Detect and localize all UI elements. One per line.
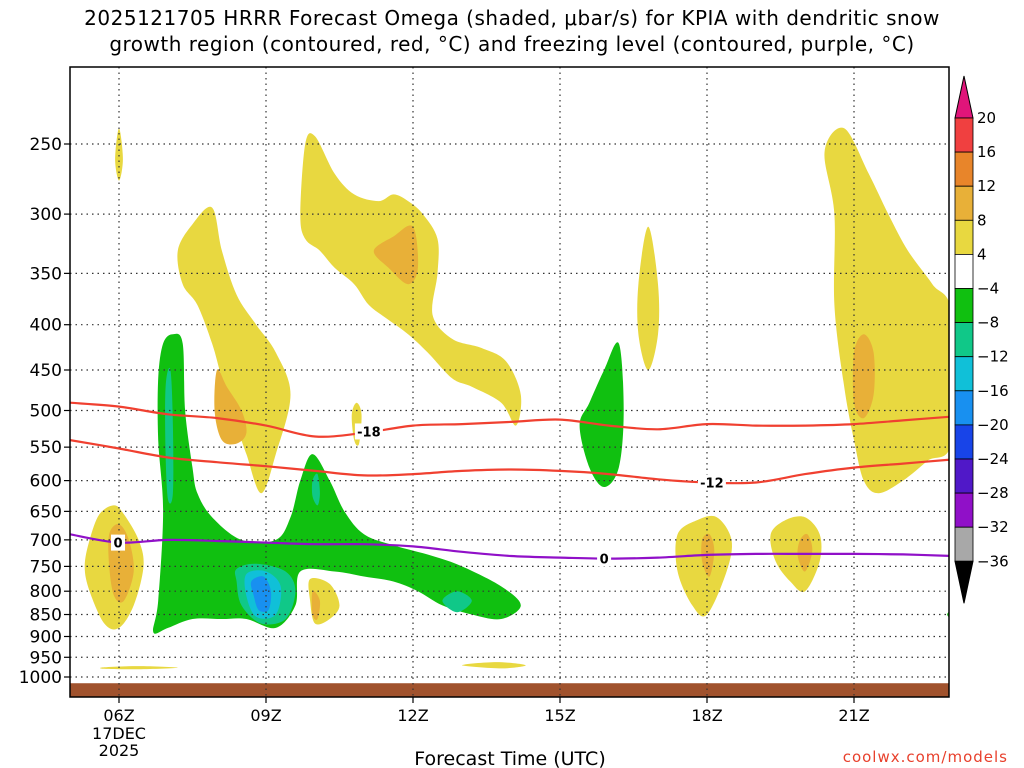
y-tick-label-600: 600 — [30, 472, 62, 492]
x-tick-sublabel-6-0: 17DEC — [92, 724, 146, 743]
y-tick-label-300: 300 — [30, 205, 62, 225]
omega-yellow-k — [100, 666, 178, 670]
omega-yellow-f — [824, 127, 949, 494]
colorbar-label-0: 20 — [977, 109, 996, 127]
x-tick-label-9: 09Z — [250, 706, 281, 725]
colorbar-label-10: −24 — [977, 450, 1009, 468]
y-tick-label-650: 650 — [30, 502, 62, 522]
x-tick-label-15: 15Z — [544, 706, 575, 725]
colorbar-label-11: −28 — [977, 484, 1009, 502]
omega-yellow-b — [177, 206, 291, 494]
contour-freezing-label-bg-1 — [111, 534, 126, 551]
colorbar: 20 16 12 8 4 −4 −8 −12 −16 −20 −24 −28 −32 −36 — [954, 75, 1009, 604]
colorbar-label-9: −20 — [977, 416, 1009, 434]
x-tick-label-12: 12Z — [397, 706, 428, 725]
omega-orange-b — [214, 369, 247, 445]
colorbar-label-3: 8 — [977, 211, 987, 229]
contour-minus12-line — [70, 439, 949, 485]
contours: -18 -12 0 0 — [70, 401, 949, 568]
colorbar-label-5: −4 — [977, 280, 999, 298]
colorbar-label-13: −36 — [977, 552, 1009, 570]
contour-freezing-label-bg-2 — [597, 550, 612, 567]
omega-teal-d — [311, 473, 320, 506]
y-tick-label-450: 450 — [30, 361, 62, 381]
omega-yellow-l — [461, 662, 526, 669]
colorbar-segment-13 — [954, 526, 974, 562]
y-tick-label-550: 550 — [30, 438, 62, 458]
colorbar-segment-10 — [954, 424, 974, 460]
chart-title-line2: growth region (contoured, red, °C) and f… — [109, 32, 915, 56]
colorbar-segment-9 — [954, 390, 974, 426]
y-tick-label-250: 250 — [30, 135, 62, 155]
colorbar-segment-4 — [954, 219, 974, 255]
x-tick-label-6: 06Z — [103, 706, 134, 725]
colorbar-segment-8 — [954, 356, 974, 392]
y-tick-label-1000: 1000 — [19, 668, 62, 688]
y-axis: 2503003504004505005506006507007508008509… — [19, 135, 70, 688]
colorbar-label-4: 4 — [977, 245, 987, 263]
y-tick-label-950: 950 — [30, 648, 62, 668]
contour-minus18-line — [70, 401, 949, 438]
contour-minus12-label: -12 — [700, 477, 724, 492]
omega-orange-j — [311, 590, 321, 620]
x-tick-sublabel-6-1: 2025 — [99, 741, 140, 760]
colorbar-label-7: −12 — [977, 348, 1009, 366]
contour-minus18-label: -18 — [357, 425, 381, 440]
y-tick-label-900: 900 — [30, 627, 62, 647]
colorbar-label-12: −32 — [977, 518, 1009, 536]
omega-orange-c — [373, 225, 419, 285]
contour-freezing-line — [70, 533, 949, 560]
omega-orange-i — [797, 533, 813, 572]
x-tick-label-21: 21Z — [838, 706, 869, 725]
colorbar-segment-1 — [954, 117, 974, 153]
x-tick-label-18: 18Z — [691, 706, 722, 725]
y-tick-label-350: 350 — [30, 264, 62, 284]
y-tick-label-850: 850 — [30, 606, 62, 626]
y-tick-label-750: 750 — [30, 557, 62, 577]
omega-teal-b — [442, 591, 472, 613]
colorbar-segment-6 — [954, 288, 974, 323]
colorbar-label-2: 12 — [977, 177, 996, 195]
omega-green-b — [579, 342, 624, 487]
contour-freezing-label-2: 0 — [600, 553, 609, 568]
y-tick-label-700: 700 — [30, 531, 62, 551]
colorbar-bottom-arrow — [954, 560, 974, 604]
omega-green-c — [947, 611, 949, 618]
y-tick-label-800: 800 — [30, 582, 62, 602]
ground-layer — [70, 683, 949, 697]
gridlines — [70, 67, 949, 697]
ground-fill — [70, 683, 949, 697]
plot-frame — [69, 66, 950, 698]
omega-teal-c — [165, 367, 174, 504]
omega-yellow-e — [637, 226, 660, 370]
contour-minus12-label-bg — [697, 474, 726, 491]
omega-green-main — [152, 333, 521, 634]
credit-text: coolwx.com/models — [842, 748, 1008, 766]
omega-shading — [84, 127, 949, 670]
colorbar-label-1: 16 — [977, 143, 996, 161]
colorbar-segment-11 — [954, 458, 974, 494]
colorbar-top-arrow — [954, 75, 974, 119]
omega-orange-f — [852, 334, 875, 419]
colorbar-segment-7 — [954, 322, 974, 358]
contour-freezing-label-1: 0 — [113, 537, 122, 552]
colorbar-segment-12 — [954, 492, 974, 528]
colorbar-segment-3 — [954, 185, 974, 221]
y-tick-label-400: 400 — [30, 316, 62, 336]
colorbar-segment-2 — [954, 151, 974, 187]
colorbar-label-6: −8 — [977, 314, 999, 332]
x-axis-label: Forecast Time (UTC) — [414, 748, 605, 768]
colorbar-segment-5 — [954, 253, 974, 289]
y-tick-label-500: 500 — [30, 402, 62, 422]
omega-yellow-a — [115, 128, 123, 181]
contour-minus18-label-bg — [354, 423, 383, 440]
colorbar-label-8: −16 — [977, 382, 1009, 400]
chart-title-line1: 2025121705 HRRR Forecast Omega (shaded, … — [84, 6, 940, 30]
